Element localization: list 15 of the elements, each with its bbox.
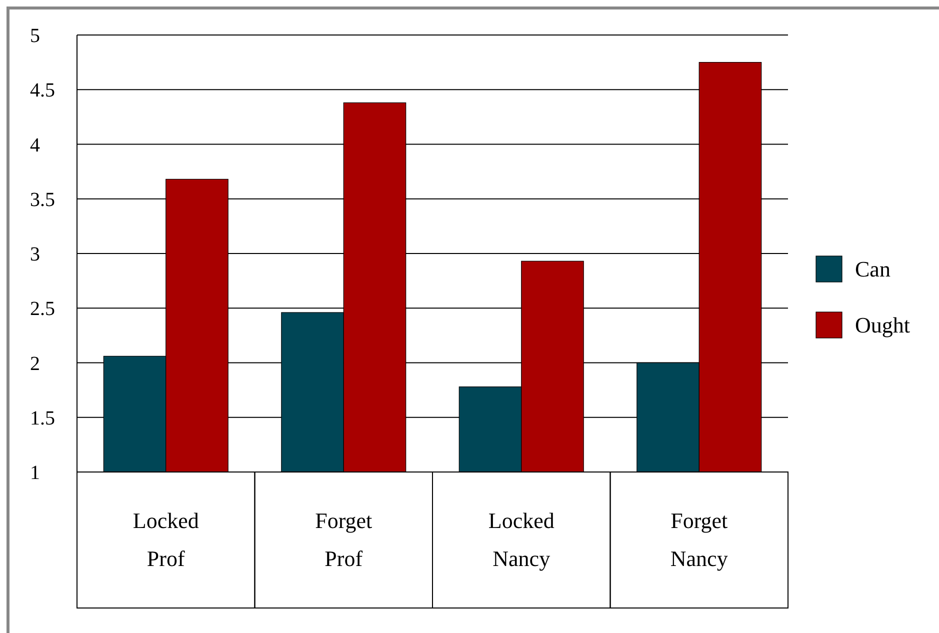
y-tick-label: 2.5 — [30, 298, 55, 320]
y-tick-label: 1 — [30, 462, 40, 484]
y-tick-label: 4 — [30, 134, 40, 156]
y-tick-label: 3 — [30, 244, 40, 266]
x-tick-label: Forget Nancy — [670, 508, 728, 571]
legend-label: Can — [855, 256, 890, 282]
y-tick-label: 5 — [30, 25, 40, 47]
x-tick-label: Locked Prof — [132, 508, 199, 571]
y-tick-label: 4.5 — [30, 80, 55, 102]
x-tick-label: Locked Nancy — [488, 508, 554, 571]
y-tick-label: 2 — [30, 352, 40, 375]
legend-label: Ought — [855, 312, 910, 338]
x-tick-label: Forget Prof — [315, 508, 372, 571]
y-tick-label: 3.5 — [30, 188, 55, 211]
y-tick-label: 1.5 — [30, 407, 55, 430]
